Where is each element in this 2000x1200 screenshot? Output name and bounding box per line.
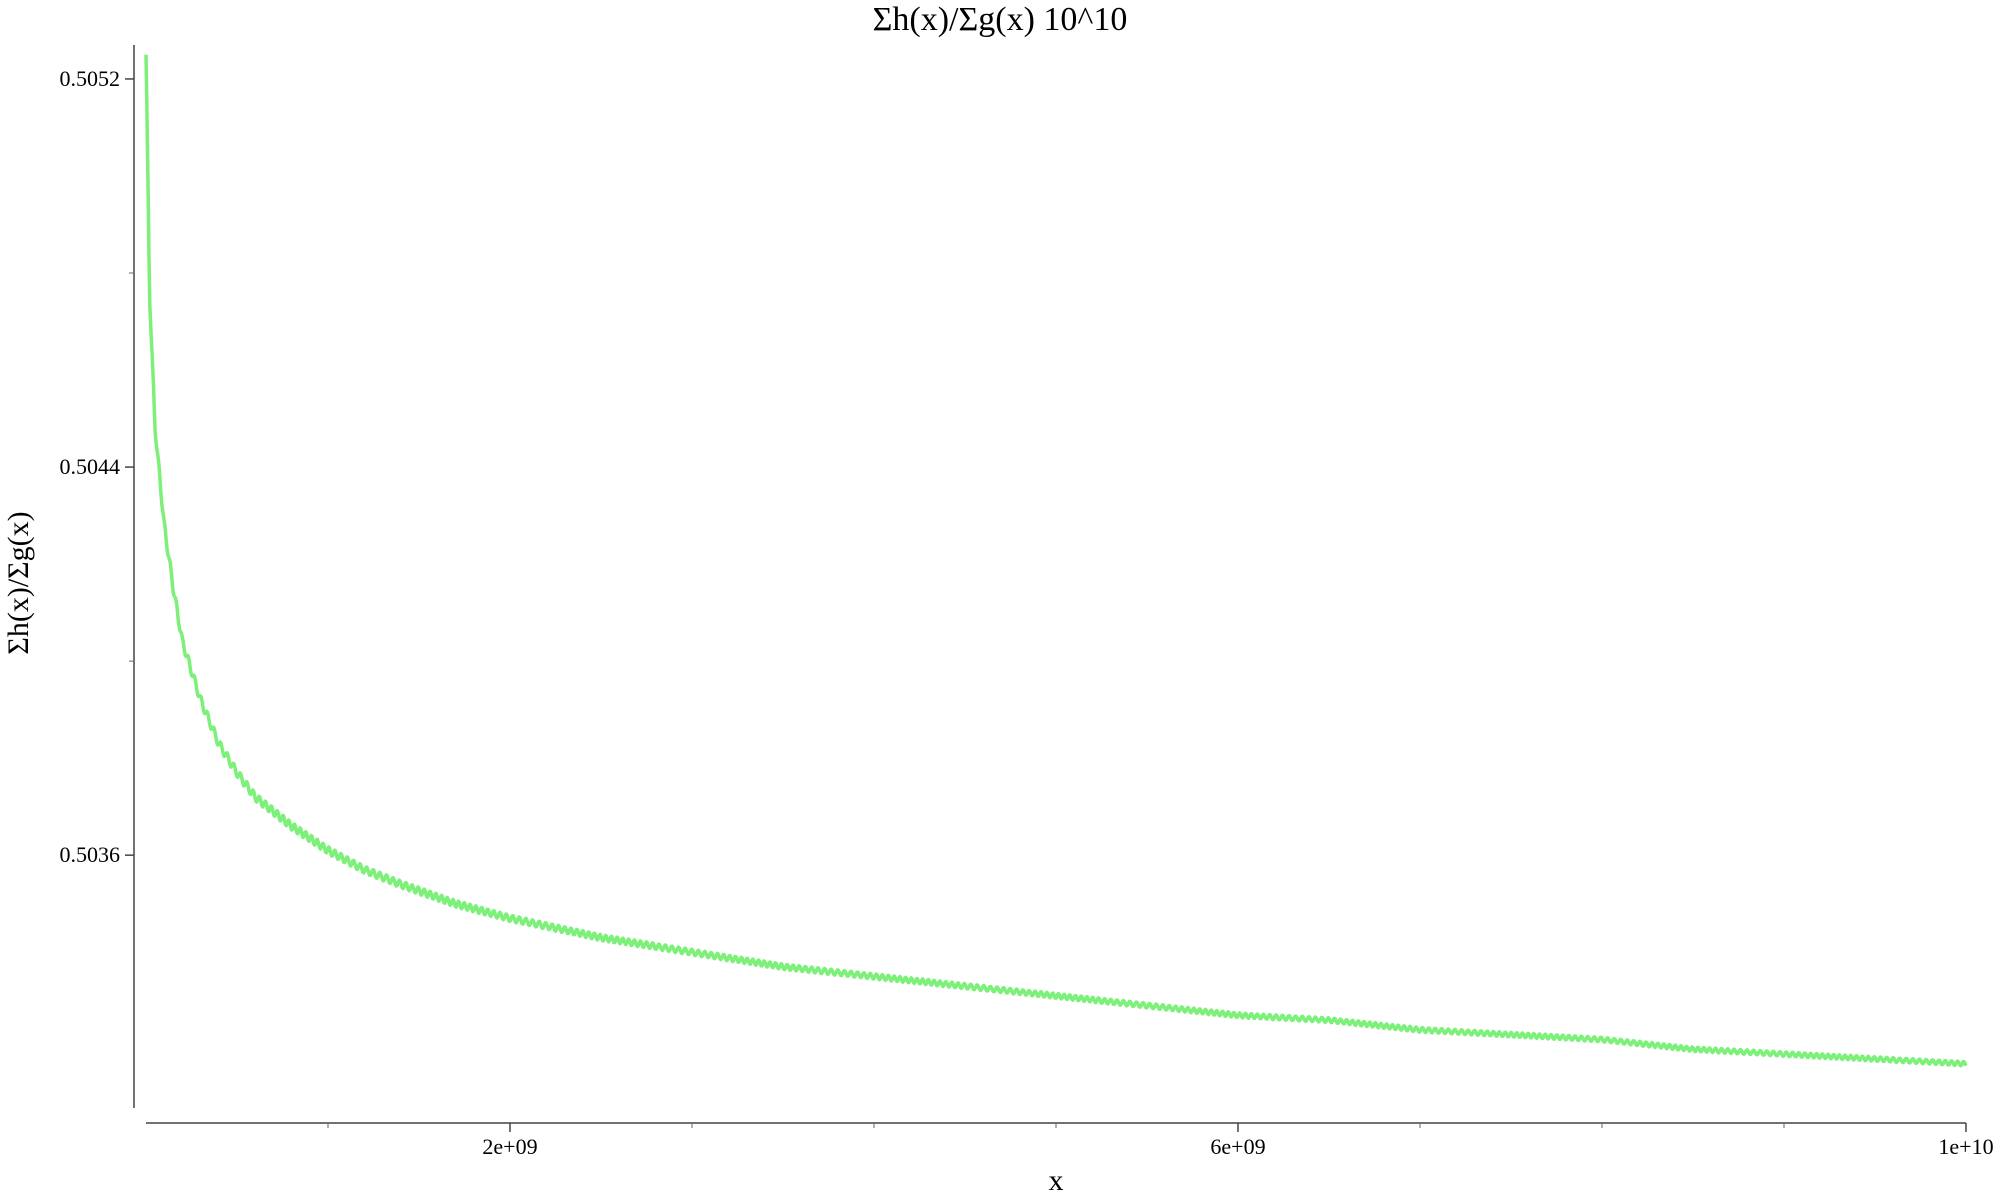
y-axis-ticks: 0.5052 0.5044 0.5036 (60, 66, 134, 867)
y-tick-label: 0.5052 (60, 66, 121, 91)
y-tick-label: 0.5036 (60, 842, 121, 867)
x-tick-label: 6e+09 (1210, 1134, 1265, 1159)
x-tick-label: 2e+09 (482, 1134, 537, 1159)
x-tick-label: 1e+10 (1938, 1134, 1993, 1159)
x-axis-title: x (1049, 1164, 1064, 1197)
axes (133, 45, 1966, 1124)
series-line (144, 54, 1968, 1068)
y-axis-title: Σh(x)/Σg(x) (2, 511, 35, 654)
y-tick-label: 0.5044 (60, 454, 121, 479)
series-layer (144, 54, 1968, 1068)
chart-title: Σh(x)/Σg(x) 10^10 (873, 1, 1128, 38)
x-axis-ticks: 2e+09 6e+09 1e+10 (327, 1123, 1994, 1159)
